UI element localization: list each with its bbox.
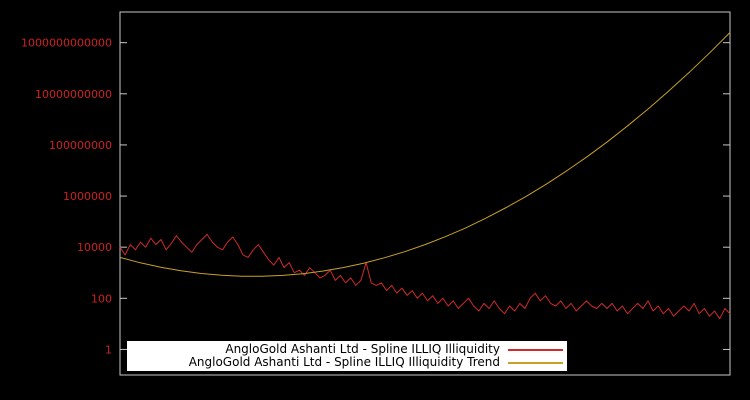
y-axis-ticks: 1 100 10000 1000000 100000000 10000000000 1000… — [21, 37, 730, 356]
legend-item-trend: AngloGold Ashanti Ltd - Spline ILLIQ Ill… — [131, 356, 563, 369]
legend-line-sample-yellow — [508, 361, 563, 364]
series-line-1 — [119, 32, 731, 277]
y-tick-label: 100 — [91, 292, 112, 305]
y-tick-label: 1000000 — [63, 190, 112, 203]
legend-line-sample-red — [508, 348, 563, 351]
y-tick-label: 1 — [105, 343, 112, 356]
legend-label-illiquidity: AngloGold Ashanti Ltd - Spline ILLIQ Ill… — [225, 342, 500, 356]
y-tick-label: 10000000000 — [35, 88, 112, 101]
y-tick-label: 100000000 — [49, 139, 112, 152]
legend-label-trend: AngloGold Ashanti Ltd - Spline ILLIQ Ill… — [188, 355, 500, 369]
y-tick-label: 1000000000000 — [21, 37, 112, 50]
y-tick-label: 10000 — [77, 241, 112, 254]
series-line-0 — [119, 233, 731, 320]
legend: AngloGold Ashanti Ltd - Spline ILLIQ Ill… — [127, 341, 567, 371]
series-lines — [119, 32, 731, 320]
plot-area-border — [119, 11, 731, 376]
legend-item-illiquidity: AngloGold Ashanti Ltd - Spline ILLIQ Ill… — [131, 343, 563, 356]
